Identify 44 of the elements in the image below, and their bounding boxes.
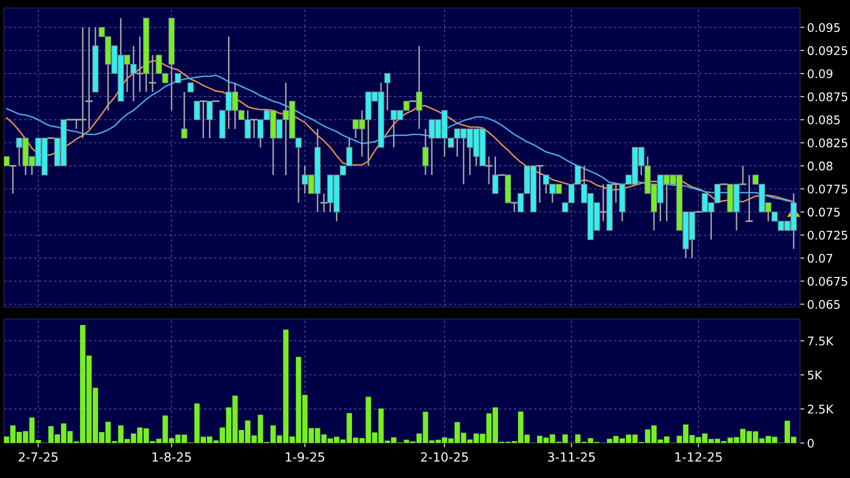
candlestick (148, 54, 156, 93)
candlestick (612, 183, 620, 204)
candlestick (746, 174, 753, 222)
candlestick (250, 118, 258, 139)
candlestick (174, 73, 182, 84)
candlestick (85, 26, 93, 130)
candlestick (536, 164, 544, 204)
candlestick (320, 192, 328, 213)
candlestick (384, 72, 390, 112)
y-tick-label: 0.07 (808, 254, 832, 263)
y-tick-label: 0.0675 (808, 276, 848, 286)
y-tick-label: 0.09 (808, 69, 832, 78)
candlestick (194, 100, 200, 120)
candlestick (4, 156, 10, 166)
x-tick-label: 1-8-25 (152, 452, 191, 462)
candlestick (600, 184, 607, 222)
y-tick-label: 0.075 (808, 208, 840, 217)
candlestick (739, 165, 746, 186)
y-tick-label: 0.095 (808, 23, 840, 32)
y-tick-label: 0.0825 (808, 138, 848, 148)
y-tick-label: 7.5K (808, 336, 834, 346)
candlestick (485, 156, 493, 185)
x-tick-label: 3-11-25 (548, 452, 595, 462)
y-tick-label: 0.065 (808, 300, 840, 309)
y-tick-label: 2.5K (808, 404, 834, 414)
x-tick-label: 1-9-25 (286, 452, 324, 462)
y-tick-label: 0.085 (808, 115, 840, 124)
candlestick (136, 36, 144, 93)
candlestick (200, 100, 207, 139)
y-tick-label: 0.0925 (808, 46, 848, 56)
y-tick-label: 0 (808, 438, 814, 448)
y-tick-label: 0.0875 (808, 92, 848, 102)
x-tick-label: 2-7-25 (18, 452, 58, 462)
candlestick (510, 202, 518, 213)
candlestick (181, 91, 188, 139)
x-tick-label: 1-12-25 (675, 452, 722, 462)
y-tick-label: 0.0725 (808, 230, 848, 240)
candlestick (188, 82, 194, 92)
candlestick (422, 128, 429, 176)
y-tick-label: 0.0775 (808, 184, 848, 194)
y-tick-label: 5K (808, 370, 822, 380)
x-tick-label: 2-10-25 (421, 452, 468, 462)
y-tick-label: 0.08 (808, 162, 832, 170)
candlestick (9, 164, 16, 194)
